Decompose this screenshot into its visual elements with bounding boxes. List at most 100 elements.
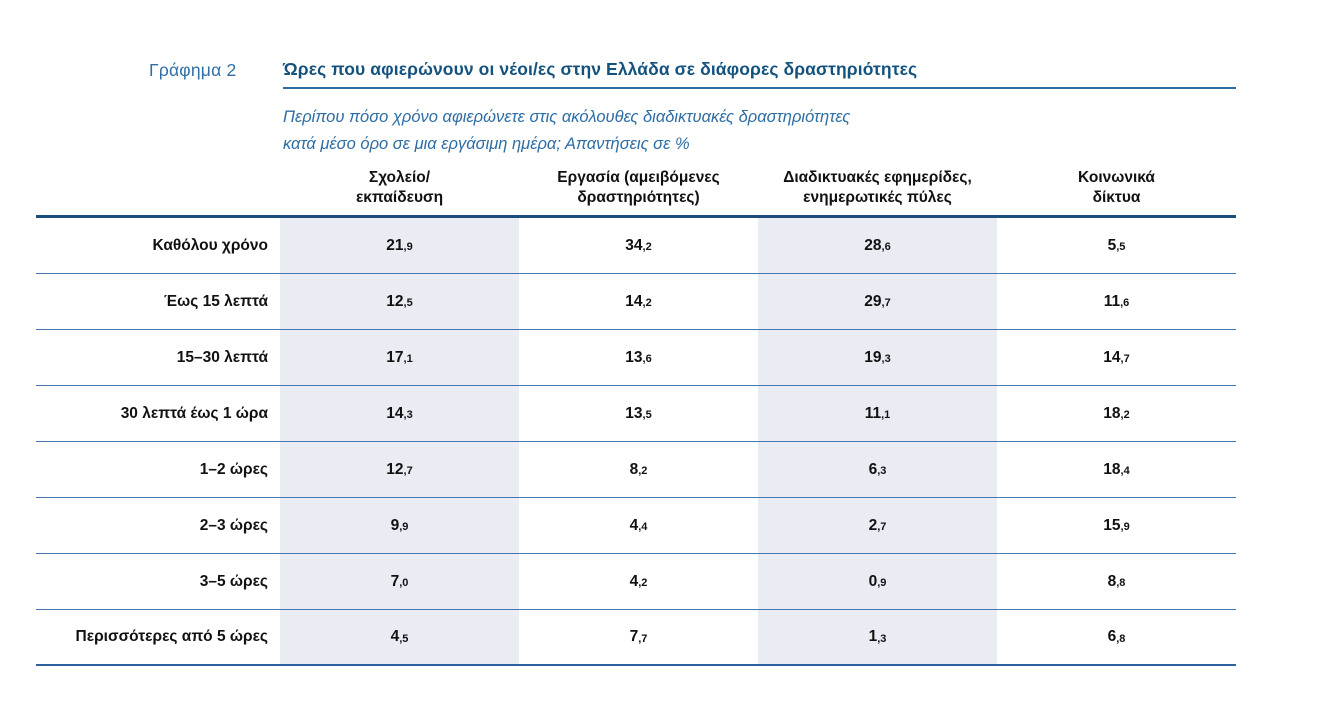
value-decimal-part: ,8 [1116, 632, 1126, 645]
value-cell: 7,7 [519, 610, 758, 666]
value-cell: 19,3 [758, 330, 997, 386]
column-header-school: Σχολείο/ εκπαίδευση [280, 165, 519, 218]
row-label: 1–2 ώρες [36, 442, 280, 498]
value-integer-part: 4 [629, 516, 639, 534]
corner-cell [36, 165, 280, 218]
value-cell: 4,5 [280, 610, 519, 666]
value-decimal-part: ,7 [877, 521, 887, 533]
value-decimal-part: ,0 [399, 577, 409, 589]
value-integer-part: 4 [629, 572, 639, 590]
value-cell: 28,6 [758, 218, 997, 274]
figure-subtitle-line1: Περίπου πόσο χρόνο αφιερώνετε στις ακόλο… [283, 108, 851, 126]
value-integer-part: 14 [625, 292, 643, 310]
value-cell: 4,2 [519, 554, 758, 610]
value-decimal-part: ,6 [881, 241, 891, 253]
value-integer-part: 6 [868, 460, 878, 478]
value-cell: 29,7 [758, 274, 997, 330]
value-integer-part: 5 [1107, 236, 1117, 254]
column-header-work: Εργασία (αμειβόμενες δραστηριότητες) [519, 165, 758, 218]
value-integer-part: 9 [390, 516, 400, 534]
value-cell: 17,1 [280, 330, 519, 386]
value-decimal-part: ,6 [1120, 297, 1130, 309]
row-label: 30 λεπτά έως 1 ώρα [36, 386, 280, 442]
value-decimal-part: ,5 [642, 409, 652, 421]
value-decimal-part: ,9 [1120, 521, 1130, 533]
value-cell: 0,9 [758, 554, 997, 610]
value-decimal-part: ,9 [877, 577, 887, 589]
figure-subtitle: Περίπου πόσο χρόνο αφιερώνετε στις ακόλο… [283, 104, 850, 157]
column-header-news: Διαδικτυακές εφημερίδες, ενημερωτικές πύ… [758, 165, 997, 218]
value-cell: 9,9 [280, 498, 519, 554]
value-decimal-part: ,4 [1120, 465, 1130, 477]
value-integer-part: 29 [864, 292, 882, 310]
value-cell: 13,6 [519, 330, 758, 386]
value-cell: 6,8 [997, 610, 1236, 666]
value-integer-part: 18 [1103, 460, 1121, 478]
value-cell: 1,3 [758, 610, 997, 666]
value-integer-part: 12 [386, 460, 404, 478]
value-integer-part: 13 [625, 348, 643, 366]
value-integer-part: 28 [864, 236, 882, 254]
value-decimal-part: ,7 [881, 297, 891, 309]
value-integer-part: 14 [1103, 348, 1121, 366]
row-label: Έως 15 λεπτά [36, 274, 280, 330]
value-integer-part: 21 [386, 236, 404, 254]
value-cell: 14,2 [519, 274, 758, 330]
row-label: 3–5 ώρες [36, 554, 280, 610]
value-decimal-part: ,7 [1120, 353, 1130, 365]
value-decimal-part: ,5 [1116, 241, 1126, 253]
row-label: 15–30 λεπτά [36, 330, 280, 386]
value-integer-part: 12 [386, 292, 404, 310]
value-decimal-part: ,6 [642, 353, 652, 365]
value-cell: 34,2 [519, 218, 758, 274]
value-integer-part: 8 [629, 460, 639, 478]
value-integer-part: 11 [1103, 292, 1121, 310]
data-table: Σχολείο/ εκπαίδευση Εργασία (αμειβόμενες… [36, 165, 1236, 666]
value-cell: 15,9 [997, 498, 1236, 554]
value-cell: 13,5 [519, 386, 758, 442]
column-header-social: Κοινωνικά δίκτυα [997, 165, 1236, 218]
value-decimal-part: ,9 [399, 521, 409, 533]
figure-subtitle-line2: κατά μέσο όρο σε μια εργάσιμη ημέρα; Απα… [283, 134, 690, 153]
value-integer-part: 18 [1103, 404, 1121, 422]
value-decimal-part: ,7 [403, 465, 413, 477]
value-integer-part: 7 [629, 628, 639, 645]
value-decimal-part: ,2 [642, 297, 652, 309]
value-decimal-part: ,3 [877, 465, 887, 477]
value-cell: 14,3 [280, 386, 519, 442]
value-cell: 14,7 [997, 330, 1236, 386]
value-decimal-part: ,3 [877, 632, 887, 645]
value-integer-part: 4 [390, 628, 400, 645]
value-cell: 7,0 [280, 554, 519, 610]
value-cell: 8,2 [519, 442, 758, 498]
value-integer-part: 13 [625, 404, 643, 422]
value-integer-part: 14 [386, 404, 404, 422]
value-integer-part: 34 [625, 236, 643, 254]
value-decimal-part: ,2 [1120, 409, 1130, 421]
value-decimal-part: ,2 [642, 241, 652, 253]
value-decimal-part: ,5 [403, 297, 413, 309]
value-decimal-part: ,3 [881, 353, 891, 365]
value-decimal-part: ,4 [638, 521, 648, 533]
value-integer-part: 1 [868, 628, 878, 645]
value-decimal-part: ,2 [638, 465, 648, 477]
row-label: Καθόλου χρόνο [36, 218, 280, 274]
value-decimal-part: ,1 [881, 409, 891, 421]
value-integer-part: 17 [386, 348, 404, 366]
row-label: Περισσότερες από 5 ώρες [36, 610, 280, 666]
value-integer-part: 0 [868, 572, 878, 590]
value-cell: 12,7 [280, 442, 519, 498]
figure-title: Ώρες που αφιερώνουν οι νέοι/ες στην Ελλά… [283, 59, 918, 79]
value-integer-part: 6 [1107, 628, 1117, 645]
value-decimal-part: ,3 [403, 409, 413, 421]
value-decimal-part: ,2 [638, 577, 648, 589]
value-integer-part: 7 [390, 572, 400, 590]
value-decimal-part: ,9 [403, 241, 413, 253]
value-integer-part: 15 [1103, 516, 1121, 534]
value-decimal-part: ,8 [1116, 577, 1126, 589]
value-decimal-part: ,7 [638, 632, 648, 645]
value-cell: 4,4 [519, 498, 758, 554]
value-integer-part: 2 [868, 516, 878, 534]
value-decimal-part: ,5 [399, 632, 409, 645]
value-decimal-part: ,1 [403, 353, 413, 365]
